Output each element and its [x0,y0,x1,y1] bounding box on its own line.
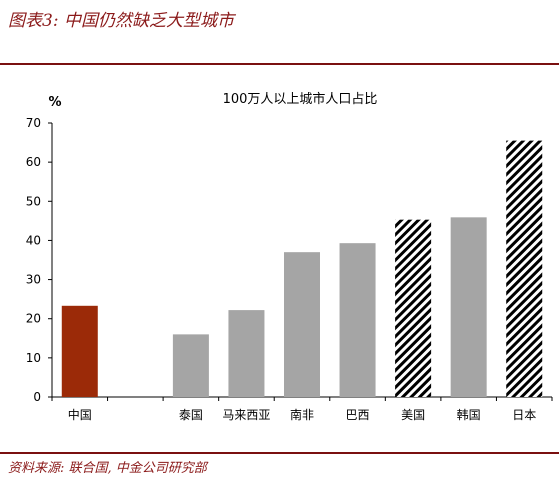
bar-7 [395,219,432,397]
bar-3 [172,334,209,397]
bar-6 [339,243,376,397]
axes: 0 10 20 30 40 50 60 70 [26,116,553,404]
x-tick-label: 韩国 [457,407,481,422]
y-tick-label: 50 [26,194,41,208]
y-tick-label: 60 [26,155,41,169]
y-tick-label: 0 [33,390,41,404]
x-tick-label: 中国 [68,407,92,422]
chart-title: 100万人以上城市人口占比 [223,91,378,107]
y-tick-label: 20 [26,312,41,326]
y-tick-label: 10 [26,351,41,365]
bar-1 [61,305,98,397]
x-tick-label: 泰国 [179,408,203,422]
x-tick-label: 日本 [512,408,536,422]
bar-9 [506,140,543,397]
top-rule [0,63,559,65]
x-tick-label: 马来西亚 [222,408,270,422]
figure-title: 图表3: 中国仍然缺乏大型城市 [8,11,234,31]
bars-group [61,140,543,397]
source-note: 资料来源: 联合国, 中金公司研究部 [8,461,207,476]
bottom-rule [0,452,559,454]
bar-chart: 100万人以上城市人口占比 % 0 10 20 30 40 50 60 70 中国 泰国 马来西亚… [26,91,553,422]
y-tick-label: 70 [26,116,41,130]
bar-8 [450,217,487,397]
x-tick-label: 美国 [401,408,425,422]
bar-5 [284,252,320,397]
x-tick-label: 南非 [290,407,314,422]
bar-4 [228,310,265,397]
y-tick-label: 40 [26,233,41,247]
x-tick-labels: 中国 泰国 马来西亚 南非 巴西 美国 韩国 日本 [68,407,536,422]
y-axis-unit-label: % [48,95,61,110]
x-tick-label: 巴西 [346,408,370,422]
y-tick-label: 30 [26,273,41,287]
